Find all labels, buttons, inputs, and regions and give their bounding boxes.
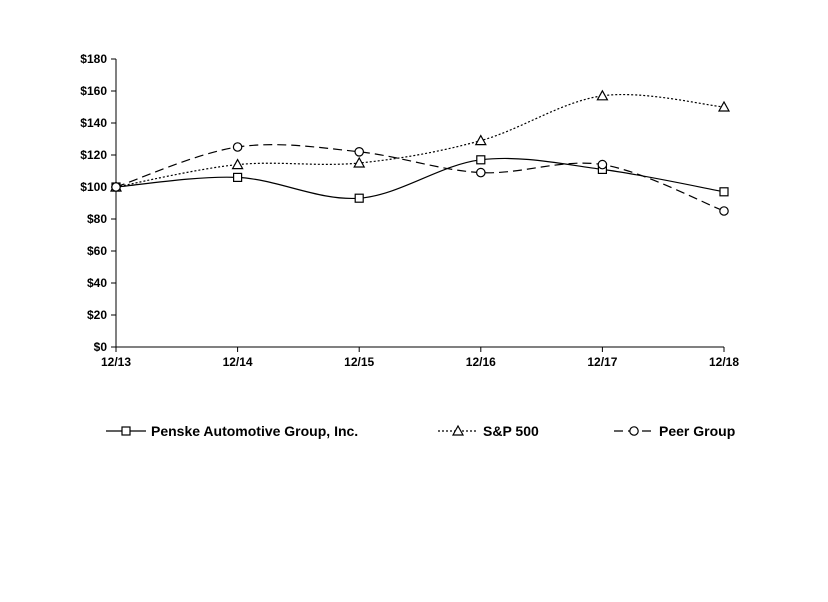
data-point-triangle [353, 156, 366, 168]
chart-legend: Penske Automotive Group, Inc. S&P 500 Peer… [106, 423, 735, 439]
legend-item: S&P 500 [438, 423, 539, 439]
y-tick-label: $160 [80, 84, 107, 98]
legend-item: Penske Automotive Group, Inc. [106, 423, 358, 439]
data-point-square [233, 172, 243, 182]
data-point-circle [354, 147, 364, 157]
legend-label: Penske Automotive Group, Inc. [151, 423, 358, 439]
y-tick-label: $0 [94, 340, 108, 354]
x-tick-label: 12/14 [223, 355, 253, 369]
x-tick-label: 12/18 [709, 355, 739, 369]
series-line [115, 144, 725, 212]
data-point-triangle [596, 89, 609, 101]
y-tick-label: $120 [80, 148, 107, 162]
data-point-square [354, 193, 364, 203]
series-layer [109, 89, 731, 216]
series-2 [109, 89, 731, 192]
x-tick-label: 12/17 [587, 355, 617, 369]
y-tick-label: $40 [87, 276, 107, 290]
legend-marker [629, 426, 639, 436]
data-point-triangle [717, 100, 731, 112]
y-tick-label: $20 [87, 308, 107, 322]
legend-label: Peer Group [659, 423, 735, 439]
data-point-triangle [474, 134, 487, 146]
x-tick-label: 12/15 [344, 355, 374, 369]
data-point-circle [597, 159, 608, 170]
y-tick-label: $80 [87, 212, 107, 226]
chart-axes: $0 $20 $40 $60 $80 $100 $120 $140 $160 $180 12/13 1… [80, 52, 739, 369]
y-tick-label: $60 [87, 244, 107, 258]
data-point-circle [475, 167, 486, 178]
series-line [115, 93, 725, 188]
y-tick-label: $100 [80, 180, 107, 194]
data-point-square [476, 155, 486, 165]
y-tick-label: $140 [80, 116, 107, 130]
legend-marker [451, 424, 465, 436]
data-point-triangle [231, 158, 244, 170]
data-point-circle [232, 142, 243, 152]
x-tick-label: 12/13 [101, 355, 131, 369]
data-point-circle [111, 182, 121, 192]
data-point-square [719, 187, 729, 197]
legend-item: Peer Group [614, 423, 735, 439]
x-tick-label: 12/16 [466, 355, 496, 369]
legend-marker [121, 426, 131, 436]
data-point-circle [719, 206, 729, 216]
series-1 [111, 155, 729, 203]
legend-label: S&P 500 [483, 423, 539, 439]
y-tick-label: $180 [80, 52, 107, 66]
series-3 [111, 142, 729, 216]
series-line [115, 157, 725, 200]
